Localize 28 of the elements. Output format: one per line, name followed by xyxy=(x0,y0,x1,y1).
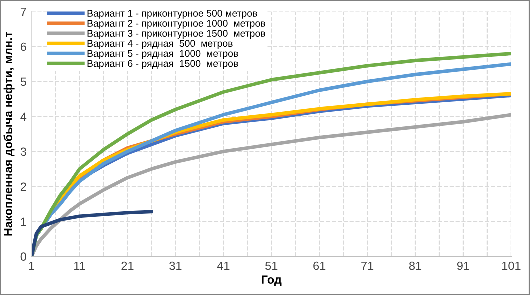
y-tick-label: 0 xyxy=(20,252,26,262)
y-tick-label: 2 xyxy=(20,182,26,191)
x-tick-label: 31 xyxy=(170,262,182,270)
x-tick-label: 21 xyxy=(122,262,134,270)
legend-label: Вариант 5 - рядная 1000 метров xyxy=(88,50,238,60)
legend-label: Вариант 6 - рядная 1500 метров xyxy=(88,60,238,70)
x-tick-label: 101 xyxy=(502,262,521,270)
legend-label: Вариант 4 - рядная 500 метров xyxy=(88,40,233,49)
legend-label: Вариант 3 - приконтурное 1500 метров xyxy=(88,30,266,39)
x-tick-label: 11 xyxy=(74,262,86,270)
x-tick-label: 81 xyxy=(409,262,422,270)
legend-label: Вариант 1 - приконтурное 500 метров xyxy=(88,10,258,19)
x-tick-label: 71 xyxy=(362,262,374,270)
y-tick-label: 5 xyxy=(20,78,26,86)
y-tick-label: 4 xyxy=(20,112,27,122)
y-axis-title: Накопленная добыча нефти, млн.т xyxy=(4,32,15,236)
x-tick-label: 41 xyxy=(217,262,230,270)
y-tick-label: 7 xyxy=(20,8,26,16)
x-tick-label: 61 xyxy=(314,262,326,270)
y-tick-label: 3 xyxy=(20,148,26,156)
x-tick-label: 91 xyxy=(457,262,470,270)
y-tick-label: 1 xyxy=(21,218,26,226)
line-series xyxy=(32,210,154,257)
x-tick-label: 51 xyxy=(266,262,278,270)
x-tick-label: 1 xyxy=(29,262,35,270)
x-axis-title: Год xyxy=(262,276,282,286)
y-tick-label: 6 xyxy=(20,42,26,52)
legend-label: Вариант 2 - приконтурное 1000 метров xyxy=(88,20,266,29)
